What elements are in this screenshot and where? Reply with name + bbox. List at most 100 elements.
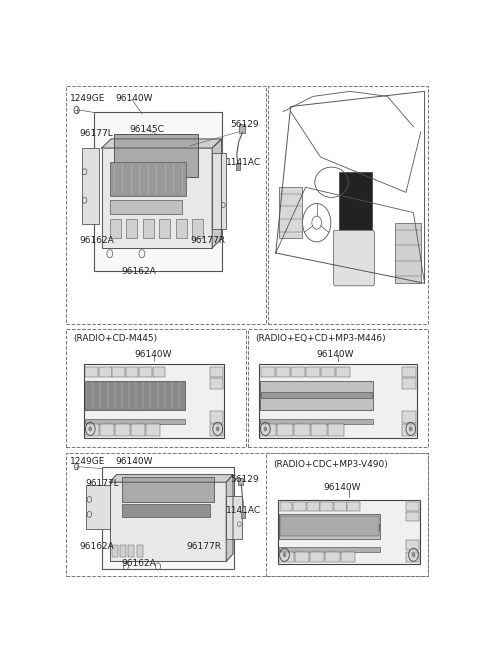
Bar [320,502,333,511]
Bar [266,453,428,576]
Bar [139,367,152,377]
Text: 56129: 56129 [230,120,259,129]
Bar [293,502,306,511]
Bar [153,367,165,377]
Bar [259,364,418,438]
Bar [85,424,99,436]
Bar [395,222,421,283]
Bar [210,367,223,377]
Bar [277,424,293,436]
Bar [406,540,419,550]
Text: 96162A: 96162A [80,542,114,551]
Polygon shape [102,139,222,148]
Bar [279,552,293,562]
Bar [110,200,182,215]
Bar [339,172,372,233]
Bar [176,219,187,238]
Circle shape [88,426,92,432]
Bar [236,163,240,170]
Text: 1249GE: 1249GE [70,457,105,466]
Text: 96177L: 96177L [85,479,120,488]
Bar [334,502,347,511]
Bar [240,124,245,133]
Bar [112,545,118,558]
Text: 96140W: 96140W [116,457,153,466]
Bar [276,367,290,377]
Bar [341,552,355,562]
Text: 56129: 56129 [230,475,259,484]
Bar [280,523,379,529]
Bar [126,219,137,238]
Bar [146,424,160,436]
Text: 1141AC: 1141AC [226,157,262,167]
Bar [112,367,125,377]
Bar [402,411,416,422]
Text: 1141AC: 1141AC [226,506,262,515]
Bar [210,411,223,422]
Bar [122,478,214,502]
Text: 96140W: 96140W [134,350,172,359]
Bar [110,162,186,195]
Text: 96177L: 96177L [80,129,113,138]
Text: 96140W: 96140W [323,483,360,491]
Bar [212,153,226,229]
Bar [280,516,379,537]
Bar [102,467,234,569]
Bar [248,329,428,447]
Bar [402,379,416,388]
Bar [110,482,226,562]
Circle shape [409,426,413,432]
Circle shape [264,426,267,432]
Bar [85,419,185,424]
Bar [116,424,130,436]
Bar [406,502,419,511]
Bar [321,367,335,377]
FancyBboxPatch shape [334,230,374,286]
Bar [159,219,170,238]
Bar [82,148,99,224]
Bar [336,367,350,377]
Bar [66,453,428,576]
Bar [260,380,373,410]
Text: (RADIO+EQ+CD+MP3-M446): (RADIO+EQ+CD+MP3-M446) [255,334,386,342]
Text: 1249GE: 1249GE [70,94,105,103]
Bar [261,392,372,398]
Bar [85,367,98,377]
Text: 96140W: 96140W [316,350,354,359]
Bar [307,502,320,511]
Bar [290,367,305,377]
Bar [66,329,246,447]
Bar [66,87,266,323]
Bar [131,424,145,436]
Bar [210,379,223,388]
Bar [268,87,428,323]
Bar [279,514,380,539]
Circle shape [412,552,415,558]
Bar [126,367,138,377]
Bar [311,424,327,436]
Circle shape [283,552,287,558]
Polygon shape [212,139,222,248]
Bar [348,502,360,511]
Bar [278,499,420,564]
Bar [136,545,143,558]
Bar [260,419,373,424]
Bar [143,219,154,238]
Bar [122,504,210,517]
Bar [114,134,198,176]
Bar [128,545,134,558]
Text: 96145C: 96145C [130,125,165,134]
Bar [84,364,224,438]
Bar [94,112,222,272]
Bar [239,478,243,485]
Text: 96162A: 96162A [122,560,156,568]
Text: 96177R: 96177R [190,236,225,245]
Bar [226,496,242,539]
Bar [310,552,324,562]
Bar [406,512,419,521]
Text: 96140W: 96140W [116,94,153,103]
Text: 96177R: 96177R [186,542,221,551]
Text: (RADIO+CDC+MP3-V490): (RADIO+CDC+MP3-V490) [273,461,388,470]
Text: 96162A: 96162A [80,236,114,245]
Bar [85,485,110,529]
